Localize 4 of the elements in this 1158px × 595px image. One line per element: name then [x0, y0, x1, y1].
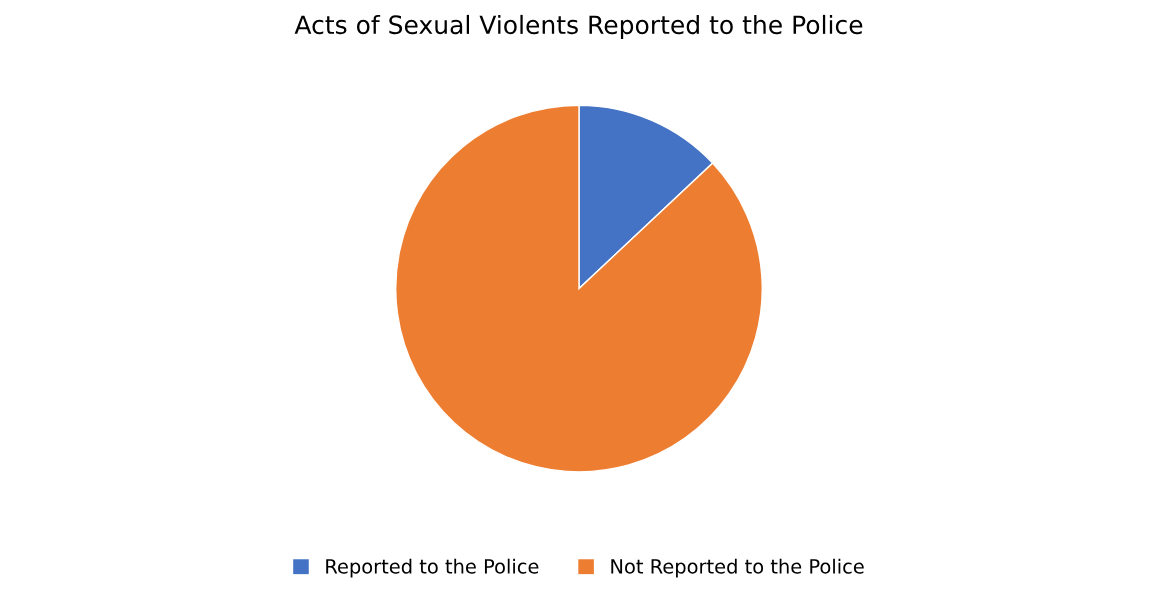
legend-label: Not Reported to the Police — [611, 558, 864, 578]
chart-title: Acts of Sexual Violents Reported to the Police — [294, 14, 863, 40]
pie-slice — [395, 104, 763, 473]
legend-label: Reported to the Police — [326, 558, 539, 578]
